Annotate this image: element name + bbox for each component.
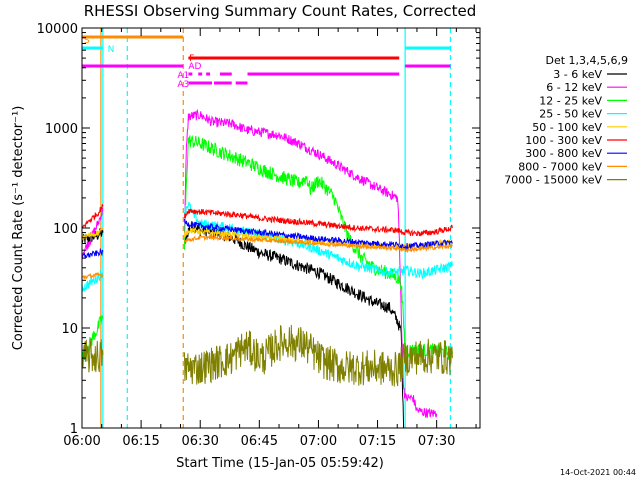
series-line: [184, 221, 405, 428]
y-tick-label: 1: [70, 422, 78, 437]
legend-label: 25 - 50 keV: [539, 108, 602, 121]
footer-timestamp: 14-Oct-2021 00:44: [560, 468, 636, 477]
series-line: [82, 270, 104, 292]
legend-label: 7000 - 15000 keV: [504, 174, 602, 187]
x-tick-label: 07:00: [300, 434, 337, 449]
legend-title: Det 1,3,4,5,6,9: [545, 54, 628, 67]
legend-label: 12 - 25 keV: [539, 94, 602, 107]
legend-label: 50 - 100 keV: [532, 121, 602, 134]
series-line: [82, 247, 104, 259]
flag-label: A3: [177, 80, 189, 90]
series-line: [184, 234, 453, 254]
data-layer: [82, 28, 453, 428]
flag-label: N: [108, 45, 115, 55]
x-tick-label: 06:15: [122, 434, 159, 449]
series-line: [184, 208, 453, 237]
plot-area: [81, 27, 481, 429]
x-tick-label: 07:15: [359, 434, 396, 449]
x-tick-label: 06:45: [241, 434, 278, 449]
x-tick-label: 07:30: [418, 434, 455, 449]
series-6: [82, 218, 453, 259]
y-tick-label: 1000: [45, 122, 78, 137]
y-tick-label: 10000: [37, 22, 78, 37]
x-tick-label: 06:30: [181, 434, 218, 449]
series-line: [184, 218, 453, 251]
legend-label: 6 - 12 keV: [546, 81, 602, 94]
series-line: [82, 227, 104, 241]
series-7: [82, 234, 453, 280]
legend-label: 300 - 800 keV: [525, 147, 602, 160]
flag-label: AD: [188, 62, 201, 72]
series-8: [82, 324, 453, 387]
chart-title: RHESSI Observing Summary Count Rates, Co…: [84, 2, 477, 20]
series-line: [184, 324, 453, 387]
y-tick-label: 10: [61, 322, 78, 337]
flag-label: S: [84, 36, 90, 46]
series-5: [82, 204, 453, 237]
series-line: [184, 108, 438, 418]
series-line: [82, 204, 104, 228]
series-line: [82, 271, 104, 280]
x-tick-label: 06:00: [63, 434, 100, 449]
series-line: [82, 338, 104, 373]
axes: 06:00 06:15 06:30 06:45 07:00 07:15 07:30 1 10 10…: [37, 22, 480, 449]
flag-label: F: [189, 54, 194, 64]
legend-label: 100 - 300 keV: [525, 134, 602, 147]
flag-label: A1: [177, 71, 189, 81]
y-tick-label: 100: [53, 222, 78, 237]
y-axis-label: Corrected Count Rate (s⁻¹ detector⁻¹): [11, 106, 26, 351]
legend-label: 800 - 7000 keV: [518, 160, 602, 173]
x-axis-label: Start Time (15-Jan-05 05:59:42): [176, 456, 384, 471]
legend-label: 3 - 6 keV: [553, 68, 602, 81]
